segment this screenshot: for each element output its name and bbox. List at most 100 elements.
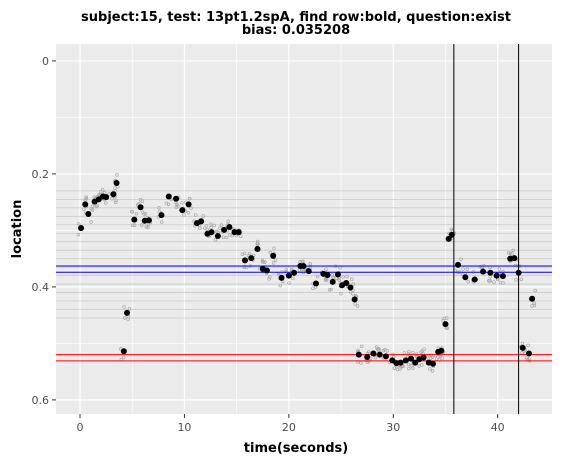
x-axis-ticks: 0 10 20 30 40 [77,414,505,434]
raw-sample [139,223,144,227]
fixation-point [462,274,469,281]
fixation-point [226,224,233,231]
raw-sample [284,267,288,272]
fixation-point [493,272,500,279]
raw-sample [89,220,93,224]
raw-sample [291,276,295,280]
raw-sample [76,232,81,237]
raw-sample [284,269,288,274]
fixation-point [185,201,192,208]
raw-sample [110,197,114,201]
raw-sample [189,206,193,210]
raw-sample [219,223,224,227]
fixation-point [145,217,152,224]
raw-sample [519,277,524,281]
raw-sample [157,206,161,210]
fixation-point [487,269,494,276]
fixation-point [85,211,92,218]
raw-sample [510,252,514,256]
y-axis-title: location [10,200,25,259]
raw-sample [444,316,449,320]
fixation-point [137,204,144,211]
raw-sample [478,265,482,269]
raw-sample [406,362,411,367]
fixation-point [397,359,404,366]
raw-sample [209,225,213,230]
fixation-point [515,269,522,276]
raw-sample [140,199,145,203]
fixation-point [263,267,270,274]
raw-sample [511,248,515,253]
fixation-point [351,296,358,303]
raw-sample [323,278,328,282]
fixation-point [364,353,371,360]
raw-sample [267,277,271,281]
raw-sample [82,207,86,211]
raw-sample [353,302,357,306]
fixation-point [511,255,518,262]
fixation-point [231,229,238,236]
raw-sample [273,258,278,262]
raw-sample [520,341,525,346]
raw-sample [175,202,179,207]
raw-sample [115,173,119,177]
fixation-point [471,276,478,283]
raw-sample [90,204,95,208]
gridlines [56,44,552,414]
raw-sample [76,222,81,226]
raw-sample [441,318,445,323]
raw-sample [209,222,213,226]
x-tick-label: 0 [77,421,84,434]
raw-sample [122,305,126,309]
fixation-point [158,212,165,219]
raw-sample [100,187,105,192]
raw-sample [268,275,272,279]
raw-sample [301,259,305,264]
raw-sample [530,304,534,308]
y-tick-label: 0.6 [32,394,50,407]
raw-sample [339,291,343,296]
raw-sample [187,197,192,201]
raw-sample [449,227,454,232]
raw-sample [239,234,243,238]
raw-sample [527,357,531,361]
raw-sample [506,250,511,255]
raw-sample [92,195,97,199]
raw-sample [311,286,315,291]
raw-sample [440,356,445,360]
fixation-point [278,274,285,281]
raw-sample [95,204,99,208]
raw-sample [98,190,103,194]
raw-sample [315,274,320,279]
raw-sample [508,251,513,256]
raw-sample [212,223,216,228]
fixation-point [198,218,205,225]
raw-sample [308,261,313,266]
fixation-point [291,269,298,276]
fixation-point [412,359,419,366]
x-tick-label: 10 [177,421,191,434]
raw-sample [359,361,363,365]
x-tick-label: 40 [491,421,505,434]
raw-sample [90,208,95,212]
y-axis-ticks: 0 0.2 0.4 0.6 [32,55,56,407]
raw-sample [230,233,235,238]
fixation-point [519,344,526,351]
raw-sample [417,364,421,368]
raw-sample [395,367,400,372]
raw-sample [428,367,432,371]
raw-sample [263,260,267,264]
raw-sample [526,343,530,348]
fixation-point [248,255,255,262]
raw-sample [465,267,469,271]
fixation-point [173,195,180,202]
raw-sample [407,366,411,371]
raw-sample [324,267,328,272]
fixation-point [455,261,462,268]
fixation-point [382,353,389,360]
fixation-point [78,225,85,232]
raw-sample [461,272,465,276]
raw-sample [242,251,247,256]
raw-sample [341,275,345,279]
y-tick-label: 0.4 [32,281,50,294]
